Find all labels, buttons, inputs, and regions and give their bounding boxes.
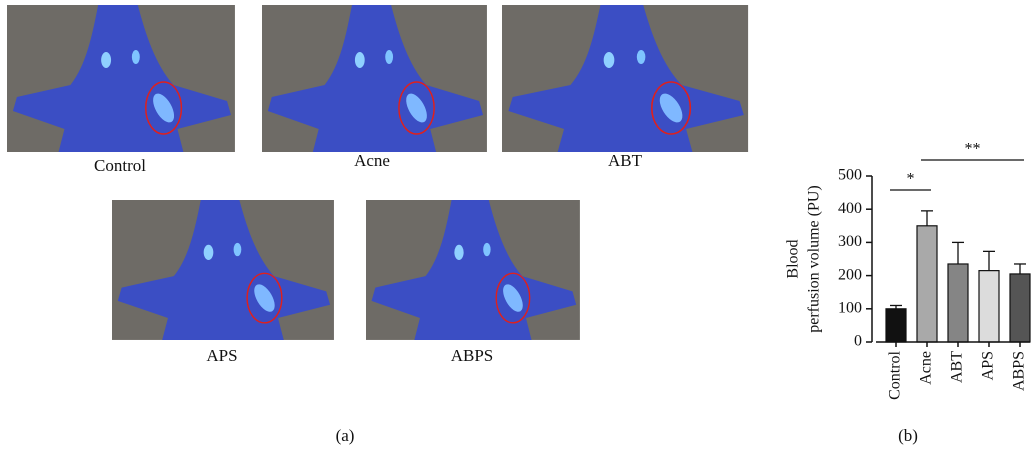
bar (948, 264, 968, 342)
y-tick-label: 500 (838, 167, 862, 184)
image-abps (366, 200, 580, 340)
y-tick-label: 0 (854, 333, 862, 350)
y-tick-label: 200 (838, 266, 862, 283)
x-tick-label: Control (887, 350, 904, 399)
y-tick-label: 300 (838, 233, 862, 250)
significance-label: ** (965, 141, 981, 158)
y-axis-label: Blood (785, 239, 802, 278)
bar (979, 271, 999, 342)
bar (886, 309, 906, 342)
y-tick-label: 400 (838, 200, 862, 217)
figure: Control Acne ABT APS ABPS (a) (b) 0 100 20… (0, 0, 1036, 462)
x-tick-label: Acne (918, 351, 935, 385)
x-tick-label: ABT (949, 351, 966, 383)
image-acne (262, 5, 487, 152)
panel-label: (a) (336, 426, 355, 445)
image-label: APS (206, 346, 237, 365)
image-label: Acne (354, 151, 390, 170)
image-label: ABPS (451, 346, 494, 365)
image-label: Control (94, 156, 146, 175)
y-tick-label: 100 (838, 299, 862, 316)
image-control (7, 5, 235, 152)
image-aps (112, 200, 334, 340)
x-tick-label: ABPS (1011, 351, 1028, 391)
x-tick-label: APS (980, 351, 997, 380)
significance-label: * (907, 171, 915, 188)
panel-label: (b) (898, 426, 918, 445)
image-label: ABT (608, 151, 643, 170)
bar (917, 226, 937, 342)
bar (1010, 274, 1030, 342)
image-abt (502, 5, 748, 152)
y-axis-label: perfusion volume (PU) (806, 185, 823, 333)
